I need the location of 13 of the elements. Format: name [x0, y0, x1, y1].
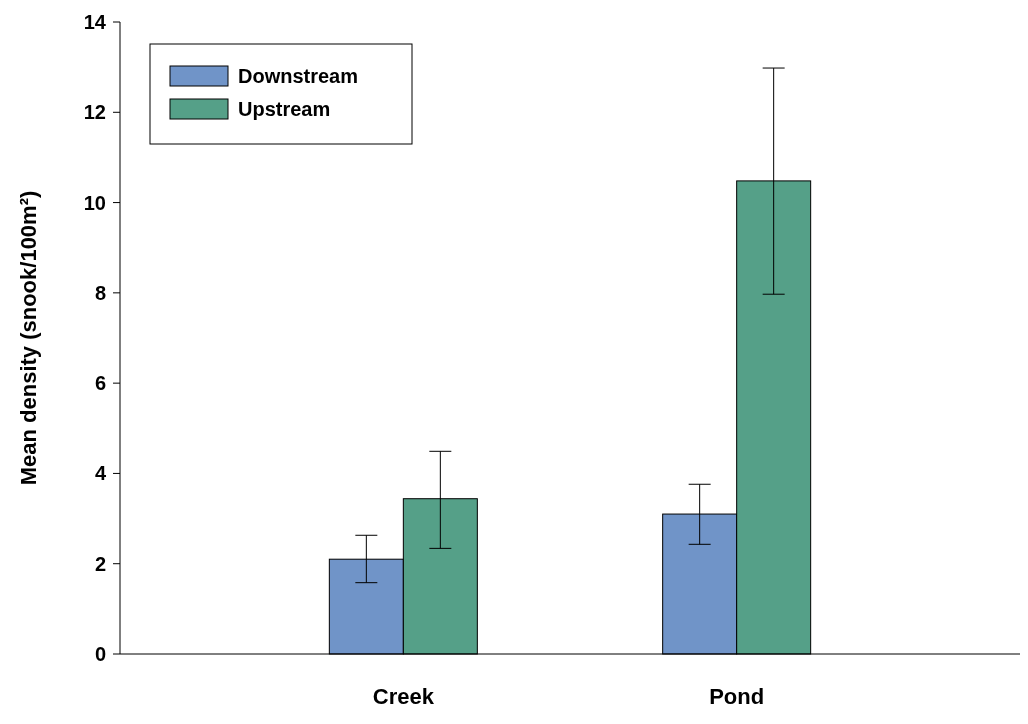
y-tick-label: 8	[94, 281, 106, 304]
legend-label: Downstream	[238, 65, 359, 87]
y-tick-label: 12	[83, 101, 106, 124]
y-tick-label: 2	[94, 552, 106, 575]
y-tick-label: 10	[83, 191, 106, 214]
legend-label: Upstream	[238, 98, 331, 120]
y-tick-label: 0	[94, 643, 106, 665]
y-tick-label: 4	[94, 462, 107, 485]
y-tick-label: 14	[83, 11, 107, 33]
x-tick-label: Pond	[709, 684, 765, 709]
y-tick-label: 6	[94, 372, 106, 395]
y-axis-title: Mean density (snook/100m²)	[16, 190, 41, 486]
x-tick-label: Creek	[372, 684, 435, 709]
